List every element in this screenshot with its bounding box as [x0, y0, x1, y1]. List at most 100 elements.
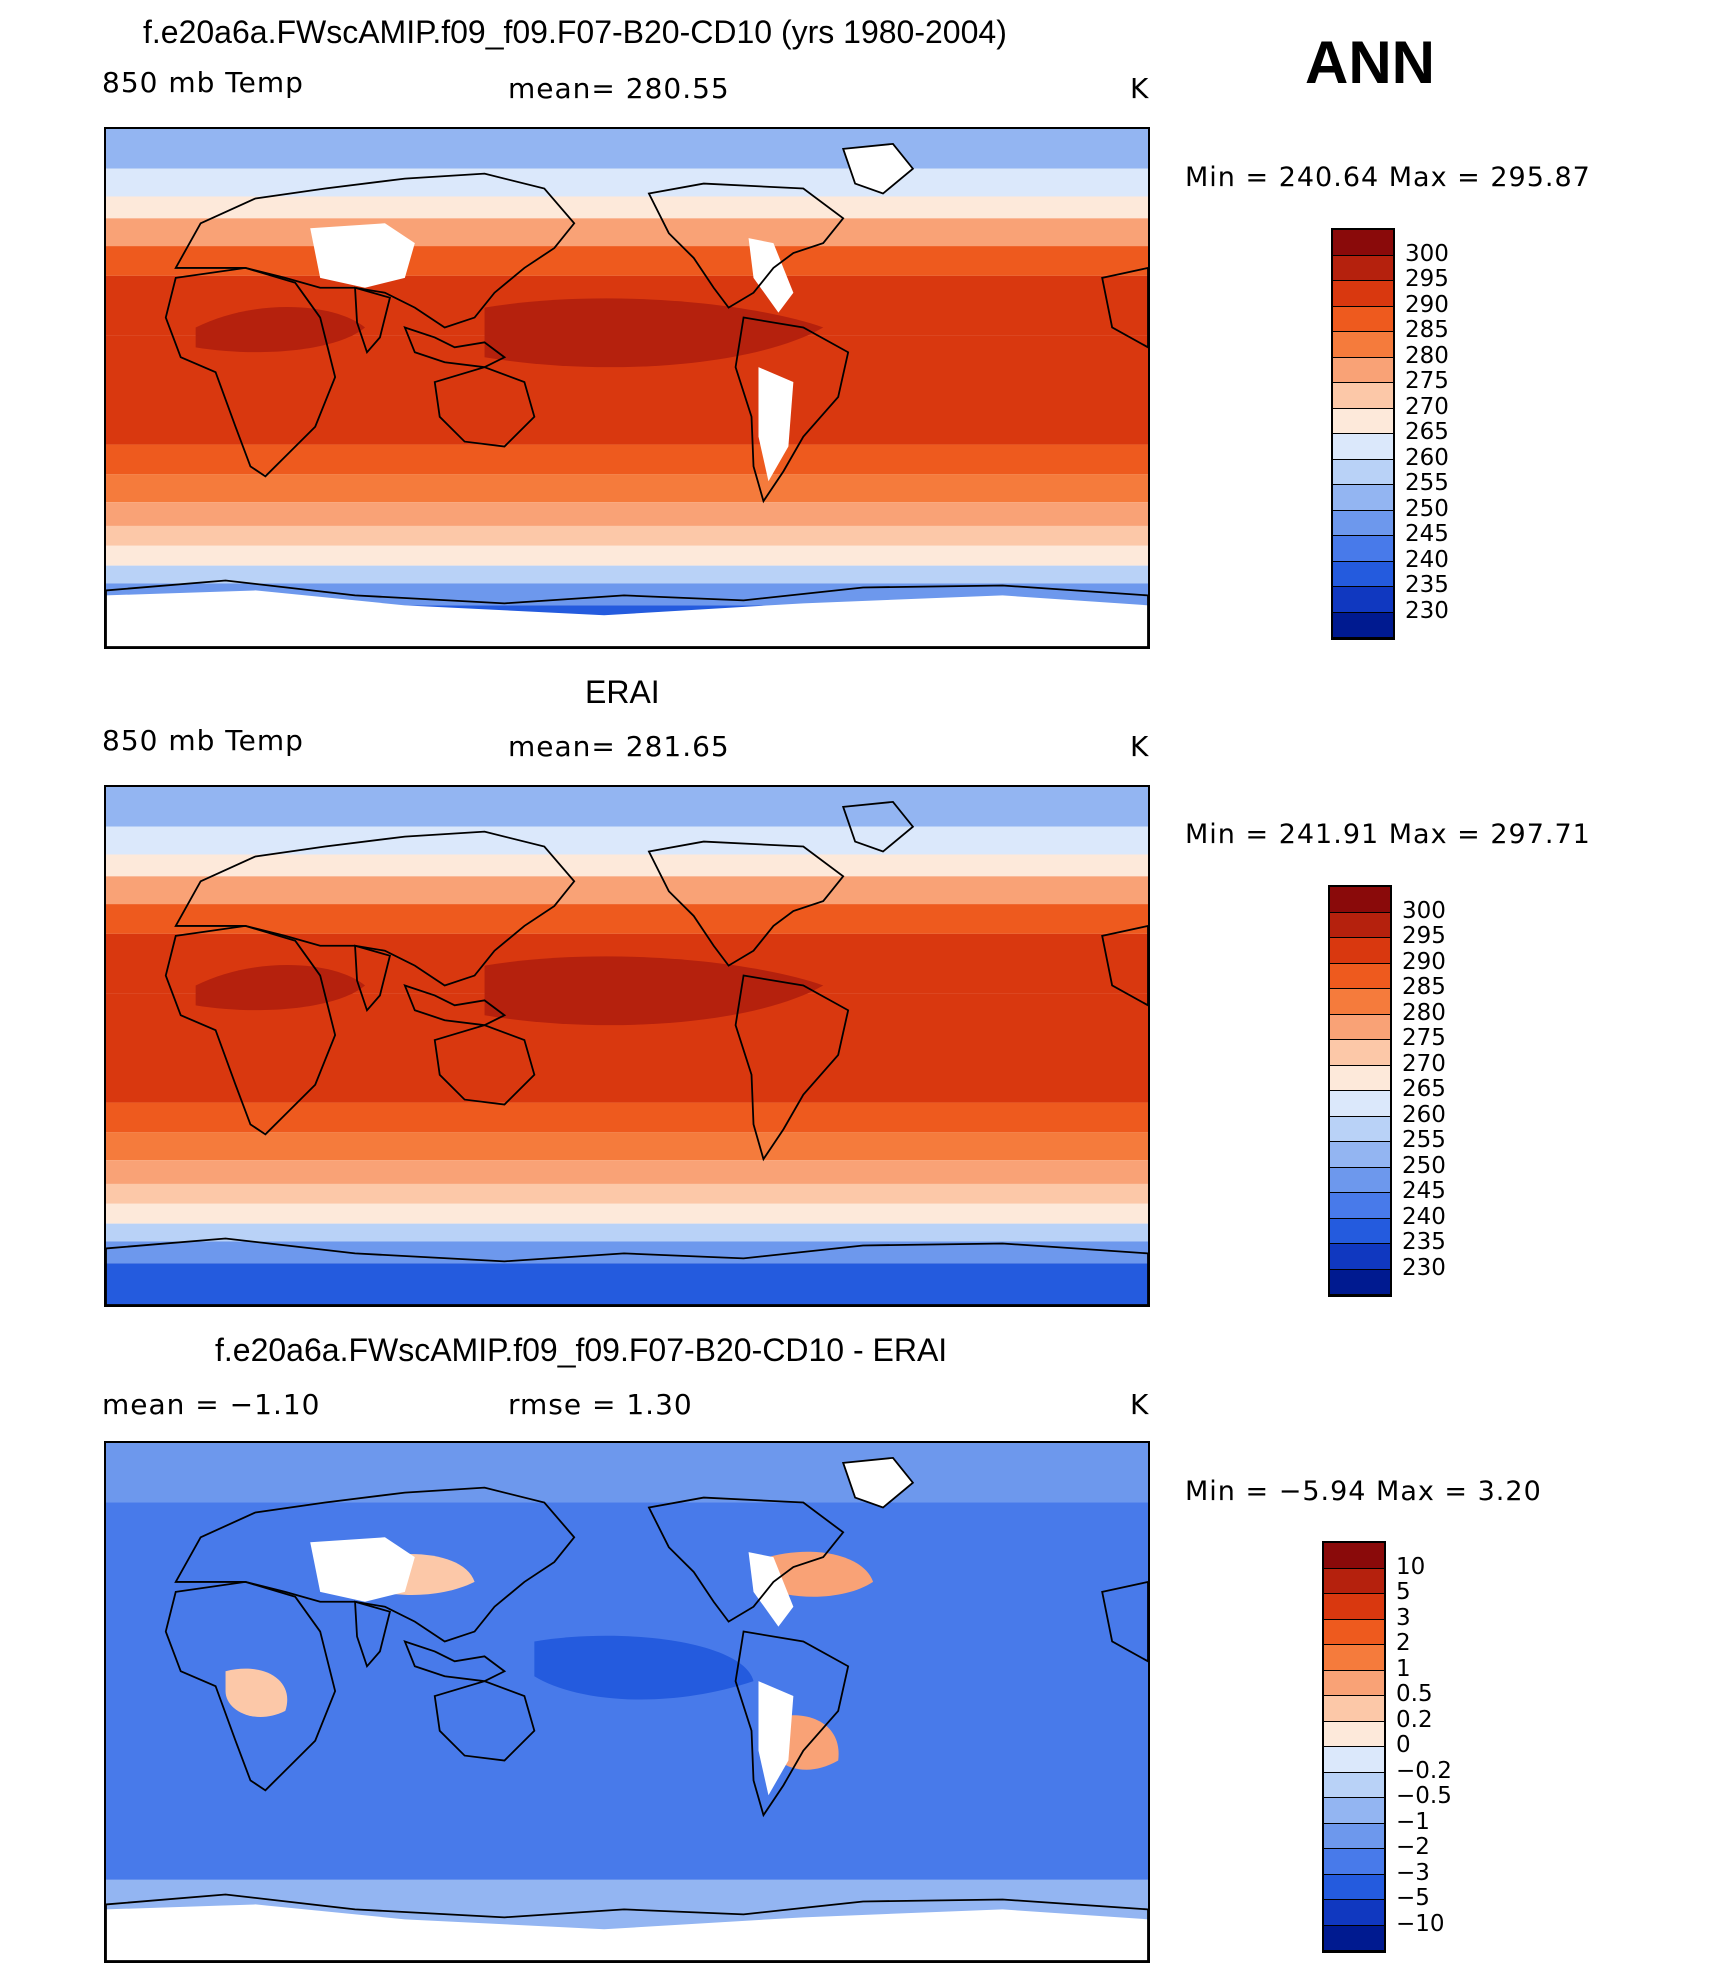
colorbar-tick-label: −5 [1396, 1885, 1430, 1911]
panel2-units-label: K [1130, 730, 1150, 763]
colorbar-segment [1330, 1218, 1390, 1244]
colorbar-segment [1324, 1823, 1384, 1849]
coastline [647, 840, 845, 967]
temperature-band [106, 196, 1148, 219]
colorbar-segment [1324, 1849, 1384, 1875]
colorbar-tick-label: 240 [1402, 1203, 1446, 1230]
temperature-band [106, 1102, 1148, 1133]
colorbar-segment [1324, 1772, 1384, 1798]
temperature-band [106, 218, 1148, 247]
colorbar-tick-label: 280 [1405, 342, 1449, 369]
colorbar-segment [1324, 1874, 1384, 1900]
temperature-band [106, 565, 1148, 584]
coastline [433, 1024, 536, 1106]
colorbar-segment [1324, 1925, 1384, 1951]
coastline [1101, 925, 1148, 1007]
colorbar-segment [1324, 1900, 1384, 1926]
colorbar-tick-label: 275 [1402, 1025, 1446, 1051]
colorbar-tick-label: 260 [1405, 444, 1449, 471]
colorbar-tick-label: 3 [1396, 1604, 1411, 1631]
colorbar-segment [1330, 1142, 1390, 1168]
coastline [841, 800, 915, 853]
colorbar-segment [1330, 1167, 1390, 1193]
colorbar-tick-label: 270 [1402, 1050, 1446, 1077]
missing-data-region [843, 143, 913, 194]
coastline [734, 316, 850, 504]
coastline [433, 366, 536, 448]
colorbar-tick-label: 260 [1402, 1101, 1446, 1128]
colorbar-segment [1324, 1619, 1384, 1645]
colorbar-tick-label: 2 [1396, 1630, 1411, 1656]
colorbar-segment [1330, 1269, 1390, 1295]
panel1-colorbar [1331, 228, 1395, 640]
coastline [106, 1893, 1148, 1961]
colorbar-tick-label: 245 [1402, 1178, 1446, 1204]
colorbar-tick-label: 270 [1405, 393, 1449, 420]
colorbar-tick-label: 285 [1405, 317, 1449, 343]
colorbar-segment [1324, 1543, 1384, 1569]
colorbar-tick-label: −10 [1396, 1910, 1445, 1937]
colorbar-segment [1324, 1747, 1384, 1773]
coastline [841, 1456, 915, 1509]
colorbar-segment [1333, 612, 1393, 638]
colorbar-tick-label: 295 [1402, 923, 1446, 949]
colorbar-segment [1333, 255, 1393, 281]
missing-data-region [843, 1457, 913, 1508]
temperature-band [106, 854, 1148, 877]
warm-pool [195, 964, 366, 1011]
panel2-map [104, 785, 1150, 1307]
colorbar-tick-label: −3 [1396, 1859, 1430, 1886]
colorbar-tick-label: 235 [1405, 572, 1449, 598]
coastline [841, 142, 915, 195]
panel2-minmax: Min = 241.91 Max = 297.71 [1185, 819, 1591, 850]
panel1-mean-label: mean= 280.55 [508, 72, 730, 105]
panel1-units-label: K [1130, 72, 1150, 105]
coastline [354, 944, 391, 1013]
colorbar-tick-label: −0.2 [1396, 1757, 1452, 1784]
temperature-band [106, 474, 1148, 503]
colorbar-tick-label: −0.5 [1396, 1783, 1452, 1809]
coastline [1101, 1581, 1148, 1663]
colorbar-tick-label: 265 [1405, 419, 1449, 445]
warm-pool [195, 306, 366, 353]
missing-data-region [748, 238, 794, 313]
coastline [164, 267, 337, 478]
missing-data-region [758, 367, 794, 482]
temperature-band [106, 1132, 1148, 1161]
temperature-band [106, 168, 1148, 197]
colorbar-tick-label: 255 [1402, 1127, 1446, 1153]
coastline [647, 182, 845, 309]
temperature-band [106, 444, 1148, 475]
missing-data-region [310, 1537, 415, 1602]
colorbar-tick-label: 5 [1396, 1579, 1411, 1605]
colorbar-tick-label: 265 [1402, 1076, 1446, 1102]
colorbar-tick-label: 1 [1396, 1655, 1411, 1682]
temperature-band [106, 1223, 1148, 1242]
colorbar-tick-label: 275 [1405, 368, 1449, 394]
coastline [734, 974, 850, 1162]
colorbar-segment [1330, 912, 1390, 938]
temperature-band [106, 525, 1148, 546]
colorbar-segment [1333, 434, 1393, 460]
panel1-minmax: Min = 240.64 Max = 295.87 [1185, 162, 1591, 193]
colorbar-tick-label: 285 [1402, 974, 1446, 1000]
panel3-mean-label: mean = −1.10 [102, 1388, 321, 1421]
colorbar-segment [1330, 963, 1390, 989]
colorbar-segment [1330, 938, 1390, 964]
colorbar-segment [1333, 306, 1393, 332]
colorbar-tick-label: 300 [1405, 240, 1449, 267]
coastline [433, 1680, 536, 1762]
colorbar-segment [1333, 281, 1393, 307]
colorbar-segment [1333, 587, 1393, 613]
temperature-band [106, 1263, 1148, 1305]
coastline [106, 579, 1148, 647]
colorbar-tick-label: 250 [1405, 495, 1449, 522]
panel1-title: f.e20a6a.FWscAMIP.f09_f09.F07-B20-CD10 (… [143, 14, 1007, 50]
coastline [403, 326, 507, 369]
colorbar-tick-label: 280 [1402, 999, 1446, 1026]
panel1-map-svg [106, 129, 1148, 647]
temperature-band [106, 1203, 1148, 1224]
coastline [164, 1581, 337, 1792]
coastline [734, 1630, 850, 1818]
temperature-band [106, 1241, 1148, 1264]
